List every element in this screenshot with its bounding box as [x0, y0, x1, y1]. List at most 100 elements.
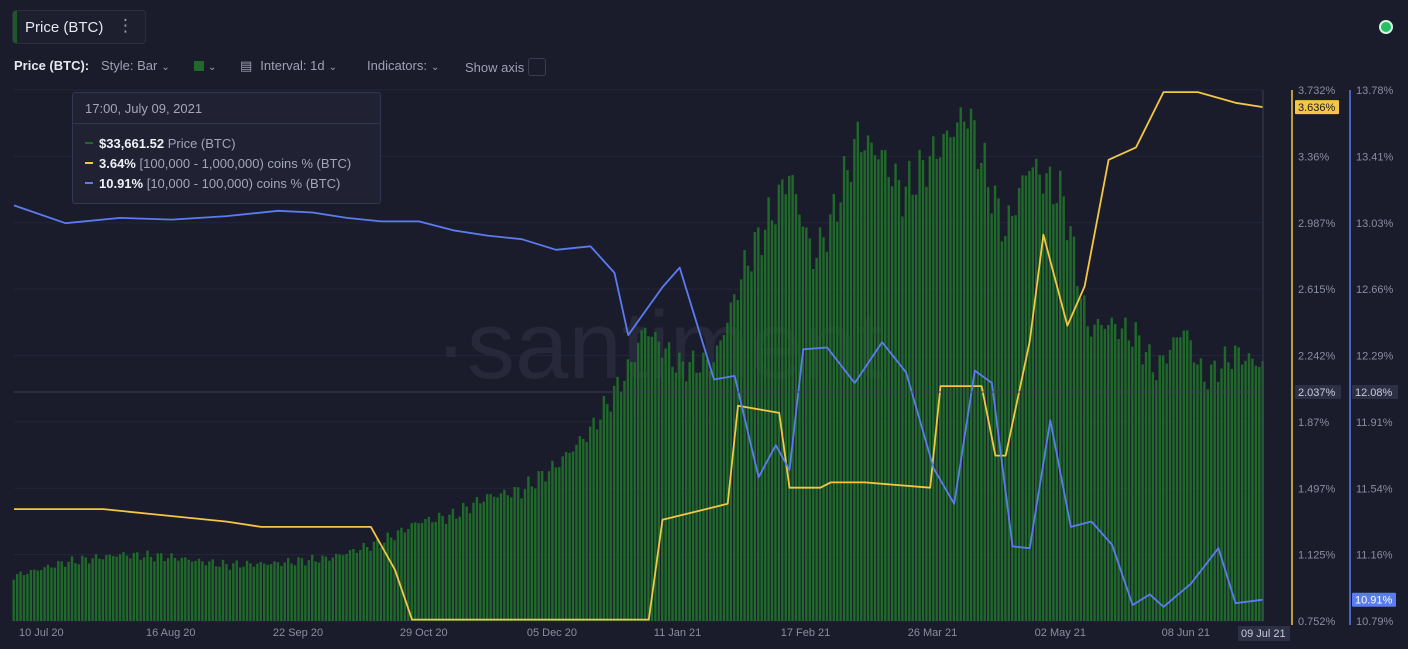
price-bar: [235, 560, 238, 621]
price-bar: [506, 495, 510, 621]
y-tick-label-right: 11.54%: [1356, 483, 1393, 495]
price-bar: [269, 564, 273, 621]
price-bar: [976, 168, 980, 622]
tooltip-row-large-holders: 3.64% [100,000 - 1,000,000) coins % (BTC…: [85, 156, 351, 171]
price-bar: [1113, 324, 1117, 621]
y-tick-label-right: 11.91%: [1356, 417, 1393, 429]
price-bar: [983, 142, 986, 622]
price-bar: [372, 541, 376, 621]
price-bar: [767, 197, 770, 622]
price-bar: [177, 560, 180, 621]
price-bar: [496, 497, 499, 621]
price-bar: [136, 552, 139, 621]
price-bar: [60, 561, 63, 621]
price-bar: [1117, 339, 1120, 621]
price-bar: [400, 527, 403, 621]
price-bar: [1072, 236, 1076, 621]
show-axis-toggle[interactable]: Show axis: [465, 58, 546, 76]
price-bar: [691, 350, 695, 621]
price-bar: [156, 553, 160, 621]
price-bar: [736, 299, 739, 621]
price-bar: [667, 342, 671, 621]
price-bar: [77, 564, 81, 621]
price-bar: [57, 561, 60, 621]
x-tick-label: 29 Oct 20: [400, 627, 448, 639]
price-bar: [595, 429, 599, 621]
chart-title-box[interactable]: Price (BTC) ⋮: [12, 10, 146, 44]
price-bar: [1206, 389, 1209, 621]
price-bar: [753, 232, 757, 622]
price-bar: [705, 359, 709, 621]
price-bar: [1059, 170, 1062, 621]
price-bar: [434, 521, 437, 621]
style-dropdown[interactable]: Style: Bar ⌄: [101, 58, 170, 73]
price-bar: [774, 224, 777, 621]
price-bar: [1127, 340, 1131, 621]
price-bar: [276, 562, 280, 621]
price-bar: [43, 567, 46, 621]
price-bar: [877, 159, 880, 621]
y-tick-label-left: 0.752%: [1298, 616, 1336, 628]
ruler-icon: ▤: [240, 58, 253, 73]
price-bar: [715, 345, 719, 621]
price-bar: [540, 471, 544, 621]
price-bar: [321, 555, 324, 621]
price-bar: [1103, 328, 1107, 621]
x-tick-label: 11 Jan 21: [654, 627, 702, 639]
price-bar: [709, 371, 712, 621]
price-bar: [901, 216, 904, 621]
price-bar: [1227, 362, 1230, 621]
more-options-icon[interactable]: ⋮: [117, 16, 134, 35]
price-bar: [1203, 381, 1206, 621]
price-bar: [1131, 346, 1134, 621]
price-bar: [458, 516, 461, 621]
x-tick-label: 10 Jul 20: [19, 627, 64, 639]
price-bar: [389, 537, 393, 621]
large-holders-line: [14, 91, 1264, 621]
left-axis-badge: 3.636%: [1298, 102, 1336, 114]
price-bar: [125, 555, 129, 621]
price-bar: [904, 186, 908, 622]
price-bar: [911, 194, 914, 621]
price-bar: [1168, 349, 1172, 621]
price-bar: [328, 560, 331, 621]
y-tick-label-right: 13.03%: [1356, 218, 1394, 230]
price-bar: [853, 138, 856, 621]
y-tick-label-left: 1.87%: [1298, 417, 1329, 429]
chart-title: Price (BTC): [25, 19, 104, 36]
price-bar: [228, 569, 232, 621]
price-bar: [417, 523, 420, 621]
price-bar: [781, 179, 784, 621]
price-bar: [232, 563, 235, 621]
x-tick-label: 08 Jun 21: [1162, 627, 1210, 639]
price-bar: [585, 442, 588, 621]
price-bar: [1230, 368, 1234, 621]
price-bar: [1041, 193, 1045, 621]
price-bar: [1182, 330, 1185, 621]
price-bar: [1158, 355, 1161, 621]
price-bar: [53, 567, 57, 621]
price-bar: [142, 557, 146, 621]
price-bar: [849, 181, 853, 621]
price-bar: [352, 548, 355, 621]
indicators-dropdown[interactable]: Indicators: ⌄: [367, 58, 439, 73]
price-bar: [91, 558, 94, 621]
crosshair-left-value-bg: [1295, 385, 1341, 400]
tooltip-label: Price (BTC): [167, 136, 236, 151]
price-bar: [1107, 325, 1110, 621]
price-bar: [870, 142, 873, 621]
chevron-down-icon: ⌄: [208, 62, 217, 73]
interval-dropdown[interactable]: ▤ Interval: 1d ⌄: [240, 58, 337, 74]
price-bar: [942, 133, 945, 621]
color-picker[interactable]: ⌄: [194, 58, 216, 73]
price-bar: [365, 547, 369, 621]
price-bar: [36, 570, 39, 621]
price-bar: [534, 488, 537, 621]
show-axis-checkbox[interactable]: [527, 58, 546, 76]
price-bar: [825, 251, 829, 621]
y-tick-label-right: 12.66%: [1356, 284, 1394, 296]
price-bar: [345, 553, 348, 621]
legend-swatch-mid-holders: [85, 182, 93, 184]
price-bar: [654, 331, 657, 621]
